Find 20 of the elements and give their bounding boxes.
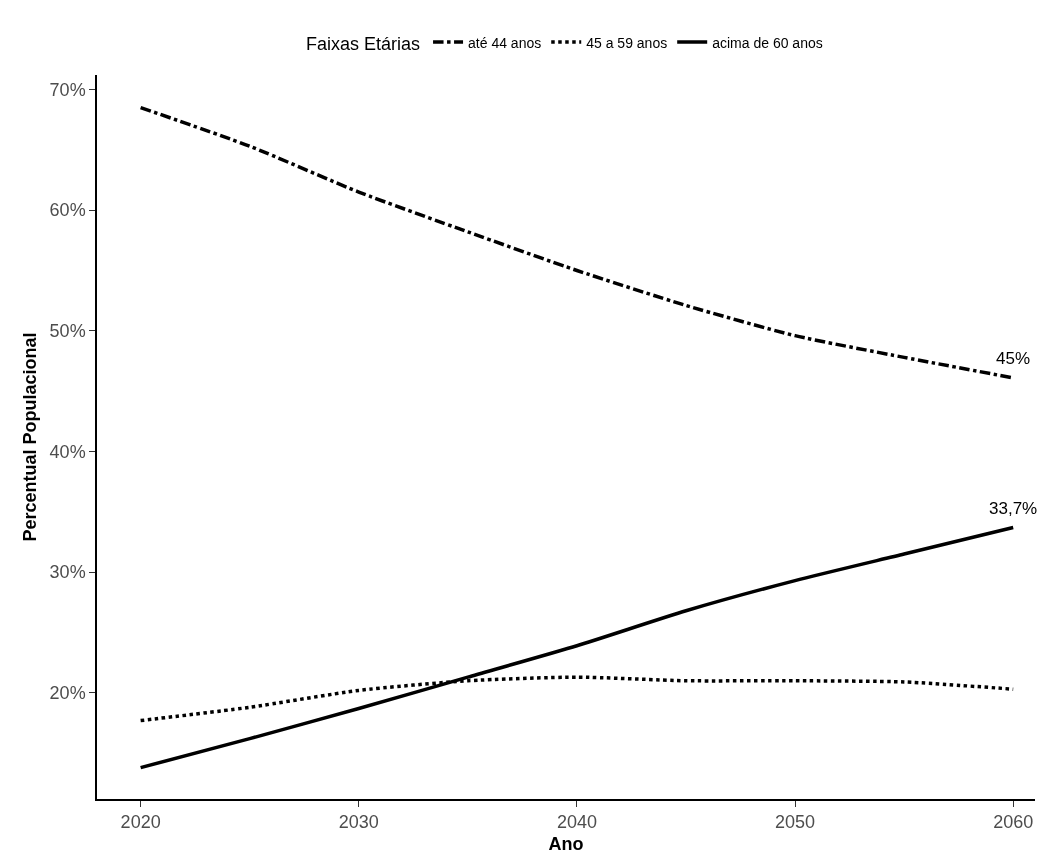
y-tick-label: 30% [49,562,86,583]
x-tick-label: 2050 [775,812,816,833]
line-series [138,525,1015,770]
x-tick-label: 2060 [993,812,1034,833]
x-tick-label: 2030 [338,812,379,833]
legend-title: Faixas Etárias [306,33,421,54]
y-tick-label: 40% [49,441,86,462]
annotation: 33,7% [989,499,1038,518]
x-axis-title: Ano [548,833,584,854]
y-tick-label: 60% [49,200,86,221]
legend-label: acima de 60 anos [712,34,823,51]
y-tick-label: 20% [49,683,86,704]
y-tick-label: 70% [49,79,86,100]
y-tick-label: 50% [49,321,86,342]
x-tick-label: 2020 [120,812,161,833]
x-tick-label: 2040 [556,812,597,833]
legend-label: 45 a 59 anos [586,34,668,51]
legend-label: até 44 anos [468,34,542,51]
annotation: 45% [996,349,1031,368]
y-axis-title: Percentual Populacional [20,332,41,542]
